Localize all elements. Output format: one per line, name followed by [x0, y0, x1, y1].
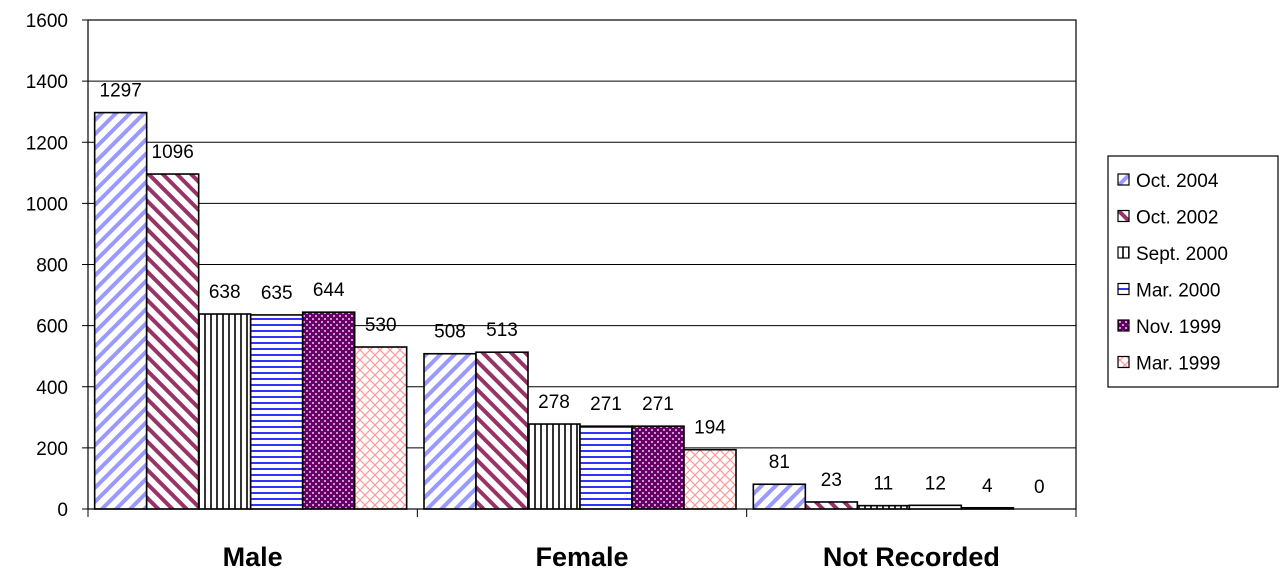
legend-swatch: [1117, 355, 1130, 369]
bar: [752, 483, 807, 510]
legend-label: Mar. 2000: [1136, 281, 1221, 302]
legend-swatch: [1117, 319, 1130, 332]
legend-swatch: [1117, 173, 1130, 186]
axes: 0 200 400 600 800 1000 1200 1400 1600 Male Female N…: [26, 11, 1077, 572]
y-tick-label: 600: [36, 317, 68, 338]
data-label: 513: [486, 320, 518, 341]
y-tick-label: 800: [36, 256, 68, 277]
bar: [631, 425, 685, 510]
data-label: 194: [694, 418, 726, 439]
data-label: 644: [313, 280, 345, 301]
bar: [145, 173, 200, 510]
bar: [301, 311, 356, 510]
bar: [683, 448, 737, 510]
data-label: 4: [982, 476, 993, 497]
data-label: 1297: [100, 81, 142, 102]
data-label: 271: [590, 394, 622, 415]
data-label: 635: [261, 283, 293, 304]
category-label: Not Recorded: [823, 542, 1000, 572]
y-tick-label: 400: [36, 378, 68, 399]
data-label: 278: [538, 392, 570, 413]
data-label: 638: [209, 282, 241, 303]
legend-swatch: [1117, 246, 1130, 259]
y-tick-label: 1400: [26, 72, 68, 93]
y-tick-label: 1200: [26, 133, 68, 154]
bar: [423, 352, 477, 510]
category-label: Male: [223, 542, 283, 572]
data-label: 23: [821, 470, 842, 491]
data-labels: 1297 1096 638 635 644 530 508 513 278 271 271 194 81…: [100, 81, 1045, 498]
bar: [804, 501, 859, 510]
y-tick-label: 200: [36, 439, 68, 460]
bar: [527, 423, 581, 510]
legend-label: Nov. 1999: [1136, 317, 1221, 338]
bar: [93, 111, 148, 510]
data-label: 530: [365, 315, 397, 336]
legend-label: Oct. 2004: [1136, 171, 1219, 192]
bar: [475, 351, 529, 510]
legend-label: Mar. 1999: [1136, 354, 1221, 375]
data-label: 271: [642, 394, 674, 415]
category-label: Female: [535, 542, 628, 572]
bar: [197, 313, 252, 510]
data-label: 508: [434, 322, 466, 343]
legend: Oct. 2004 Oct. 2002 Sept. 2000 Mar. 2000 Nov…: [1107, 155, 1279, 388]
y-tick-label: 0: [57, 500, 68, 521]
legend-swatch: [1117, 282, 1130, 296]
bar: [249, 314, 304, 510]
legend-label: Sept. 2000: [1136, 244, 1228, 265]
bar: [579, 425, 633, 510]
y-tick-label: 1600: [26, 11, 68, 32]
legend-box: [1107, 155, 1279, 388]
data-label: 11: [873, 474, 893, 495]
bars: [93, 111, 1015, 510]
y-tick-label: 1000: [26, 194, 68, 215]
data-label: 81: [769, 452, 790, 473]
data-label: 1096: [152, 142, 194, 163]
data-label: 0: [1034, 477, 1045, 498]
plot-area-border: [87, 19, 1077, 510]
legend-swatch: [1117, 209, 1130, 223]
bar: [353, 346, 408, 510]
legend-label: Oct. 2002: [1136, 208, 1218, 229]
data-label: 12: [925, 473, 946, 494]
